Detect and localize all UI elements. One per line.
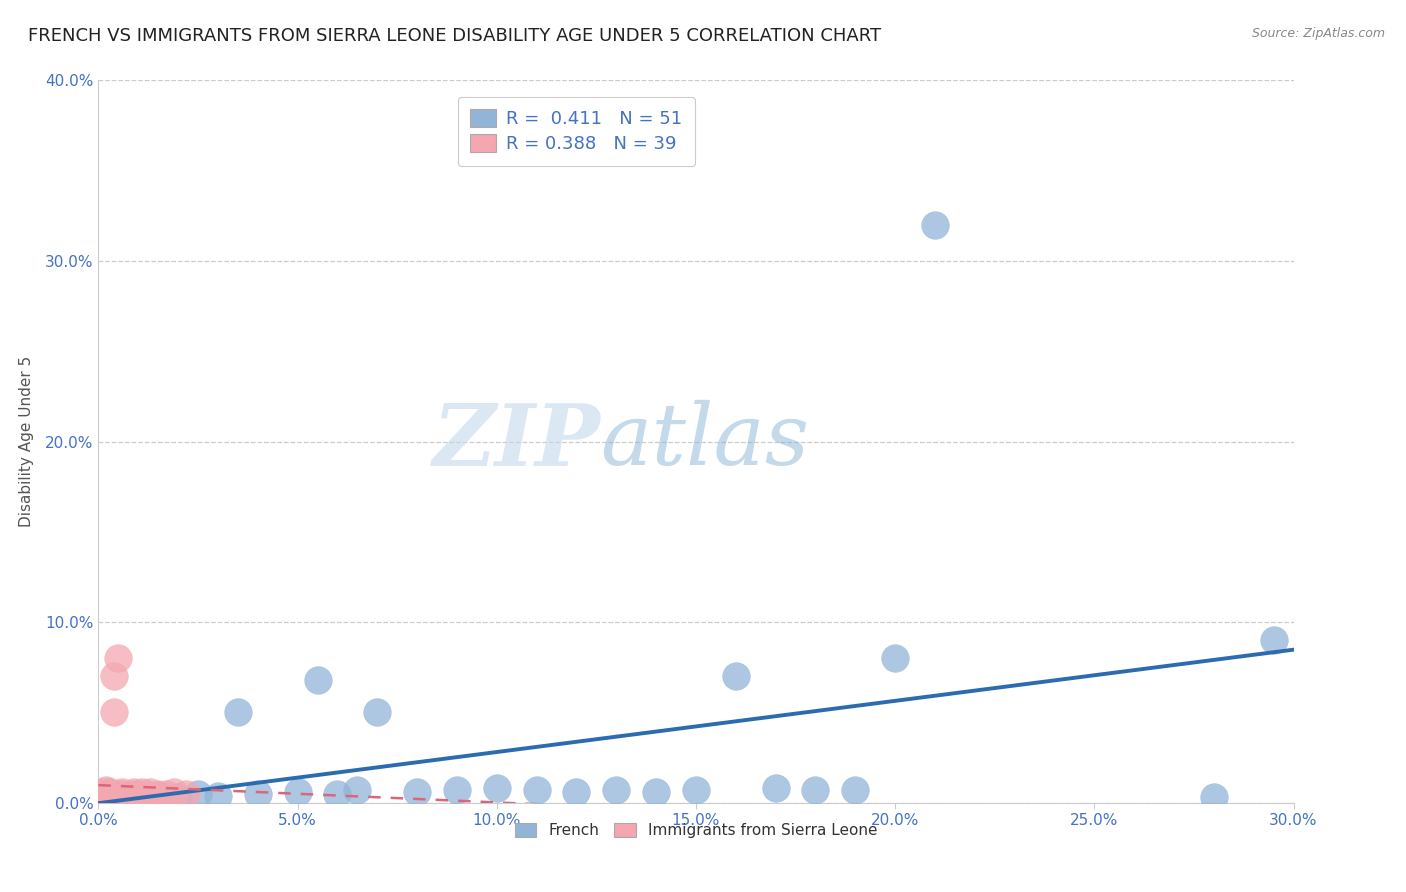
Point (167, 790, 190, 805)
Point (163, 785, 186, 799)
Point (844, 783, 866, 797)
Point (91, 792, 114, 806)
Point (103, 790, 125, 805)
Point (246, 787, 269, 801)
Point (645, 785, 668, 799)
Point (107, 789, 129, 803)
Text: Source: ZipAtlas.com: Source: ZipAtlas.com (1251, 27, 1385, 40)
Point (111, 794, 134, 808)
Point (111, 785, 134, 799)
Point (111, 790, 134, 805)
Text: FRENCH VS IMMIGRANTS FROM SIERRA LEONE DISABILITY AGE UNDER 5 CORRELATION CHART: FRENCH VS IMMIGRANTS FROM SIERRA LEONE D… (28, 27, 882, 45)
Point (366, 706, 388, 720)
Point (98, 787, 122, 801)
Point (446, 783, 468, 797)
Point (127, 792, 149, 806)
Point (115, 789, 138, 803)
Point (287, 785, 309, 799)
Point (107, 790, 129, 805)
Y-axis label: Disability Age Under 5: Disability Age Under 5 (18, 356, 34, 527)
Point (96, 787, 118, 801)
Point (685, 783, 707, 797)
Point (124, 785, 146, 799)
Point (91, 787, 114, 801)
Point (96, 785, 118, 799)
Point (226, 706, 249, 720)
Point (98, 790, 122, 805)
Point (96, 790, 118, 805)
Point (91, 792, 114, 806)
Point (111, 787, 134, 801)
Point (107, 792, 129, 806)
Text: ZIP: ZIP (433, 400, 600, 483)
Text: atlas: atlas (600, 401, 810, 483)
Point (485, 781, 508, 796)
Point (174, 787, 197, 801)
Point (91, 785, 114, 799)
Point (103, 669, 125, 683)
Point (91, 789, 114, 803)
Point (111, 792, 134, 806)
Point (1263, 633, 1285, 648)
Point (91, 790, 114, 805)
Point (804, 783, 827, 797)
Point (98, 789, 122, 803)
Point (724, 669, 747, 683)
Point (307, 673, 329, 687)
Point (135, 787, 157, 801)
Point (127, 787, 149, 801)
Point (131, 785, 153, 799)
Point (207, 789, 229, 803)
Point (187, 787, 209, 801)
Point (120, 787, 142, 801)
Point (103, 789, 125, 803)
Point (884, 651, 907, 665)
Point (103, 794, 125, 808)
Point (98, 790, 122, 805)
Point (406, 785, 429, 799)
Point (103, 792, 125, 806)
Point (1202, 790, 1225, 805)
Point (96, 792, 118, 806)
Point (96, 790, 118, 805)
Point (565, 785, 588, 799)
Legend: French, Immigrants from Sierra Leone: French, Immigrants from Sierra Leone (508, 815, 884, 846)
Point (115, 794, 138, 808)
Point (91, 794, 114, 808)
Point (103, 790, 125, 805)
Point (326, 787, 349, 801)
Point (98, 794, 122, 808)
Point (148, 789, 170, 803)
Point (107, 787, 129, 801)
Point (115, 792, 138, 806)
Point (91, 790, 114, 805)
Point (96, 783, 118, 797)
Point (98, 785, 122, 799)
Point (155, 787, 177, 801)
Point (107, 794, 129, 808)
Point (765, 781, 787, 796)
Point (526, 783, 548, 797)
Point (924, 218, 946, 232)
Point (103, 792, 125, 806)
Point (96, 794, 118, 808)
Point (605, 783, 627, 797)
Point (135, 790, 157, 805)
Point (120, 792, 142, 806)
Point (107, 794, 129, 808)
Point (98, 792, 122, 806)
Point (107, 651, 129, 665)
Point (96, 789, 118, 803)
Point (346, 783, 368, 797)
Point (131, 789, 153, 803)
Point (124, 790, 146, 805)
Point (148, 787, 170, 801)
Point (91, 792, 114, 806)
Point (103, 706, 125, 720)
Point (139, 785, 162, 799)
Point (91, 787, 114, 801)
